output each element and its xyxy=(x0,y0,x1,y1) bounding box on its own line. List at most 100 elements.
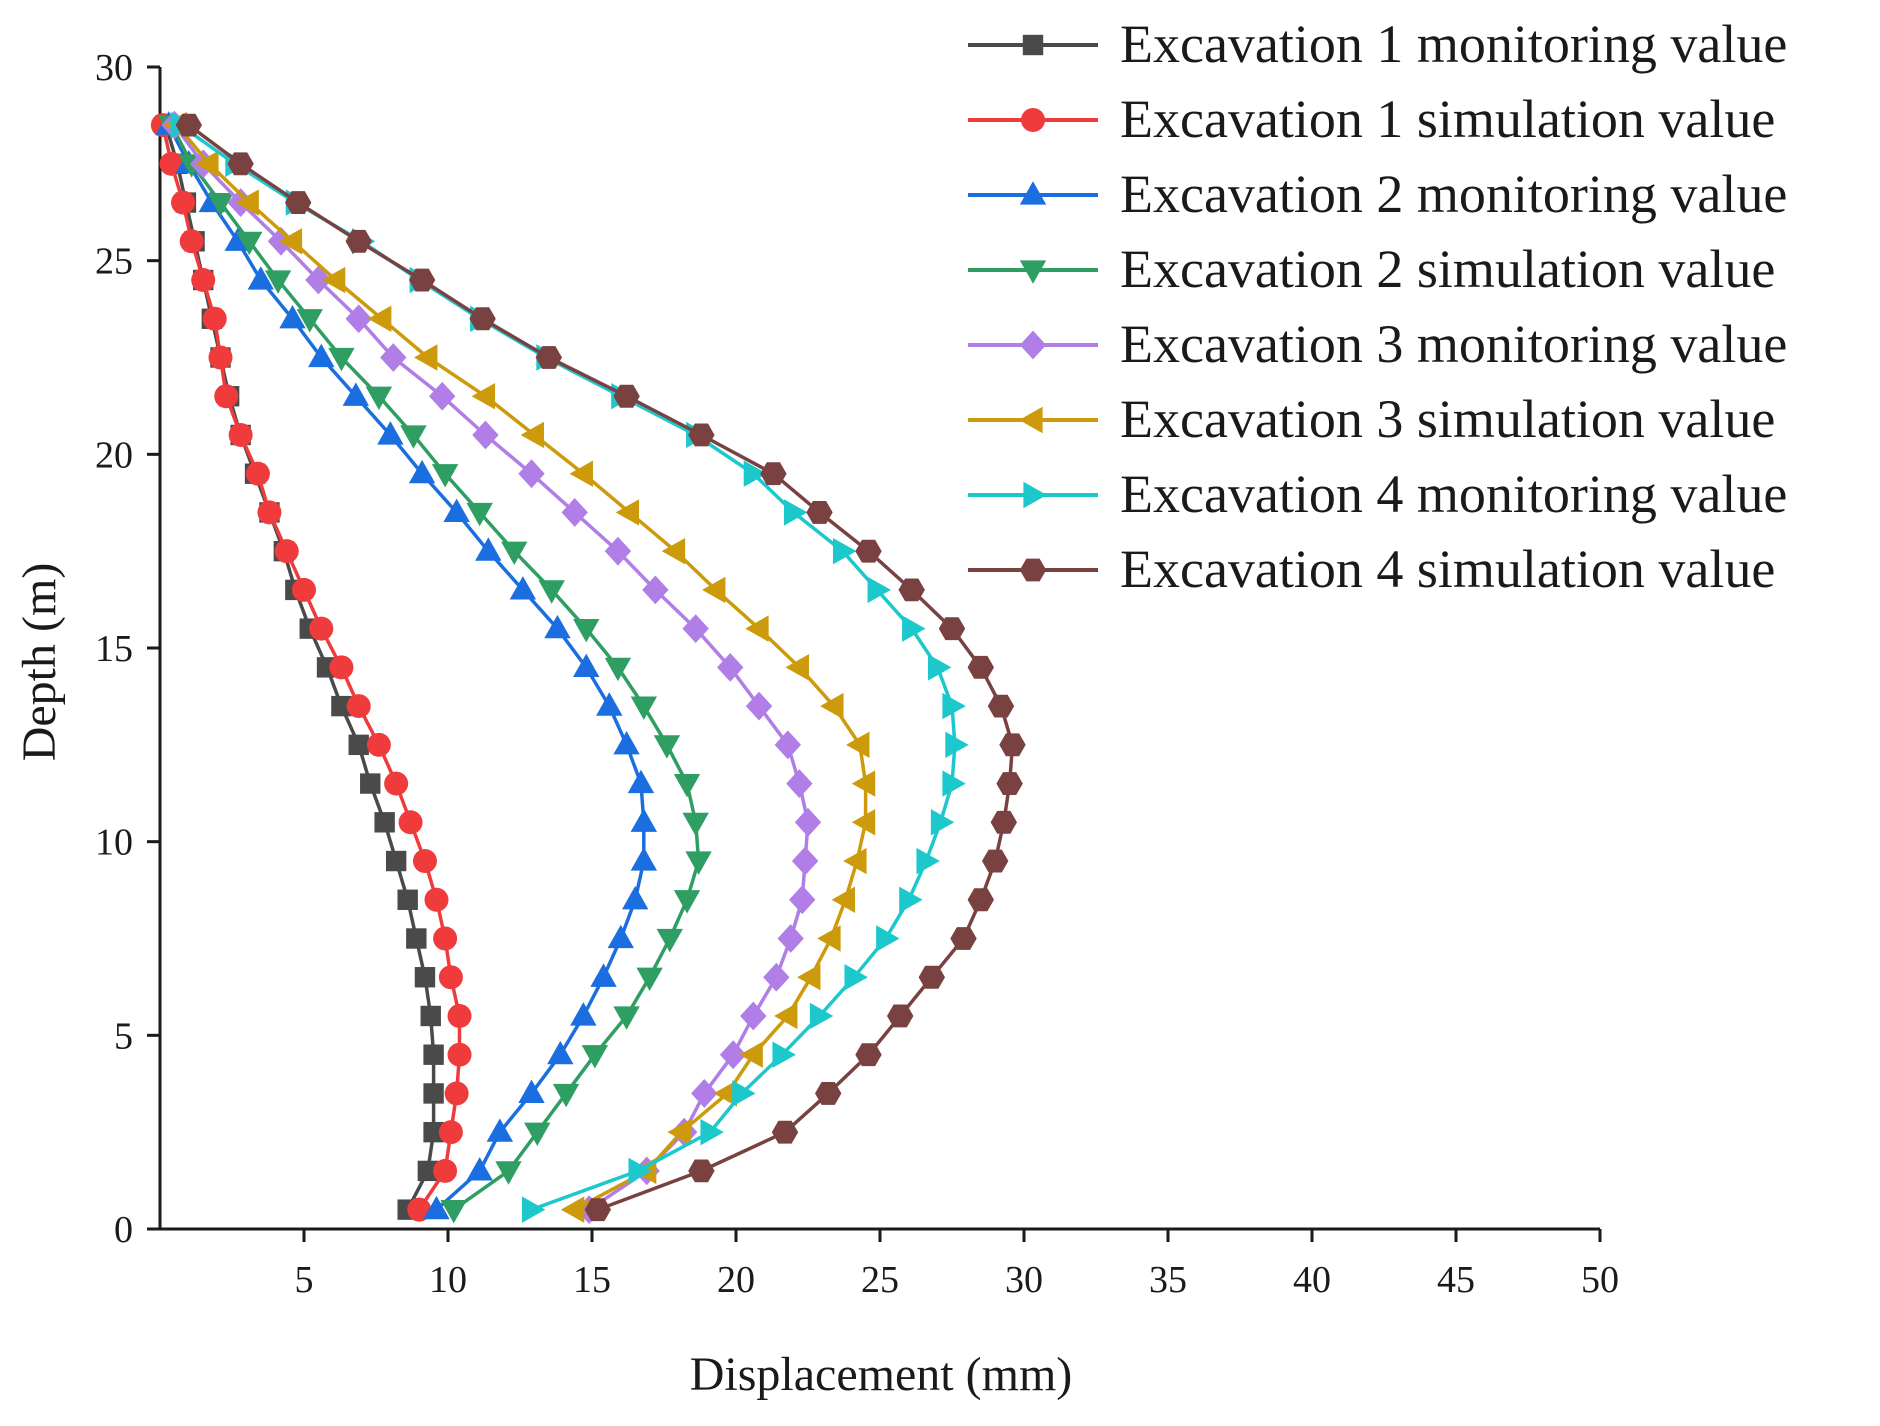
data-point xyxy=(982,849,1009,873)
data-point xyxy=(469,307,496,331)
data-point xyxy=(360,773,381,794)
data-point xyxy=(930,809,955,836)
data-point xyxy=(552,1083,580,1108)
x-tick-label: 25 xyxy=(861,1259,899,1301)
data-point xyxy=(855,1043,882,1067)
data-point xyxy=(328,347,355,372)
data-point xyxy=(264,270,292,294)
data-point xyxy=(590,963,617,987)
data-point xyxy=(797,964,821,991)
data-point xyxy=(501,541,528,565)
data-point xyxy=(412,849,437,874)
y-tick-label: 0 xyxy=(114,1209,133,1251)
data-point xyxy=(385,850,407,872)
data-point xyxy=(292,577,316,602)
data-point xyxy=(846,731,870,759)
y-tick-label: 30 xyxy=(95,47,133,89)
data-point xyxy=(784,499,808,526)
y-tick-label: 20 xyxy=(95,434,133,476)
data-point xyxy=(942,692,966,720)
data-point xyxy=(308,343,335,368)
data-point xyxy=(745,691,773,721)
series-2 xyxy=(150,113,472,1222)
data-point xyxy=(573,653,600,677)
data-point xyxy=(366,732,391,757)
data-point xyxy=(851,770,876,797)
data-point xyxy=(688,423,715,447)
data-point xyxy=(928,654,952,681)
legend-item: Excavation 1 simulation value xyxy=(968,89,1775,149)
data-point xyxy=(438,1120,463,1145)
data-point xyxy=(374,812,395,833)
legend-item: Excavation 3 monitoring value xyxy=(968,314,1787,374)
data-point xyxy=(423,1195,450,1220)
data-point xyxy=(653,735,681,759)
data-point xyxy=(613,1006,640,1030)
data-point xyxy=(346,694,371,719)
data-point xyxy=(791,846,819,876)
data-point xyxy=(831,886,856,913)
data-point xyxy=(682,812,709,837)
data-point xyxy=(305,265,332,295)
legend-label: Excavation 1 monitoring value xyxy=(1120,14,1787,74)
data-point xyxy=(820,692,844,720)
data-point xyxy=(785,654,809,681)
data-point xyxy=(345,304,372,334)
x-tick-label: 15 xyxy=(573,1259,611,1301)
data-point xyxy=(278,228,303,255)
data-point xyxy=(740,1001,767,1031)
data-point xyxy=(702,576,726,604)
data-point xyxy=(179,229,204,254)
data-point xyxy=(627,769,655,794)
legend-marker xyxy=(1022,34,1044,56)
x-tick-label: 45 xyxy=(1437,1259,1475,1301)
data-point xyxy=(622,885,649,910)
data-point xyxy=(424,887,449,912)
series-line xyxy=(167,124,646,1211)
data-point xyxy=(245,461,270,486)
data-point xyxy=(806,501,833,524)
data-point xyxy=(285,191,312,214)
data-point xyxy=(844,964,868,991)
data-point xyxy=(667,1118,691,1146)
legend-item: Excavation 1 monitoring value xyxy=(968,14,1787,74)
data-point xyxy=(855,539,882,563)
data-point xyxy=(423,1083,444,1104)
y-tick-label: 10 xyxy=(95,822,133,864)
data-point xyxy=(202,306,227,331)
legend-marker xyxy=(1019,406,1043,434)
data-point xyxy=(400,425,427,449)
x-tick-label: 20 xyxy=(717,1259,755,1301)
data-point xyxy=(604,657,632,682)
legend-marker xyxy=(1019,558,1047,582)
data-point xyxy=(466,502,493,527)
data-point xyxy=(607,924,634,949)
data-point xyxy=(685,851,712,875)
data-point xyxy=(918,965,945,989)
data-point xyxy=(236,231,263,256)
legend-label: Excavation 1 simulation value xyxy=(1120,89,1775,149)
x-tick-label: 50 xyxy=(1581,1259,1619,1301)
data-point xyxy=(851,809,876,836)
data-point xyxy=(547,1040,574,1065)
data-point xyxy=(433,1158,458,1183)
data-point xyxy=(429,381,456,411)
data-point xyxy=(990,810,1017,834)
legend-marker xyxy=(1019,330,1047,360)
data-point xyxy=(274,539,299,564)
legend-item: Excavation 4 monitoring value xyxy=(968,464,1787,524)
data-point xyxy=(719,1040,747,1070)
data-point xyxy=(518,459,545,489)
data-point xyxy=(732,1080,756,1107)
data-point xyxy=(544,614,571,639)
data-point xyxy=(817,925,841,952)
legend-label: Excavation 3 simulation value xyxy=(1120,389,1775,449)
data-point xyxy=(809,1002,834,1030)
data-point xyxy=(942,770,966,797)
data-point xyxy=(191,268,216,293)
legend-item: Excavation 2 monitoring value xyxy=(968,164,1787,224)
data-point xyxy=(691,1079,718,1108)
data-point xyxy=(535,346,562,369)
